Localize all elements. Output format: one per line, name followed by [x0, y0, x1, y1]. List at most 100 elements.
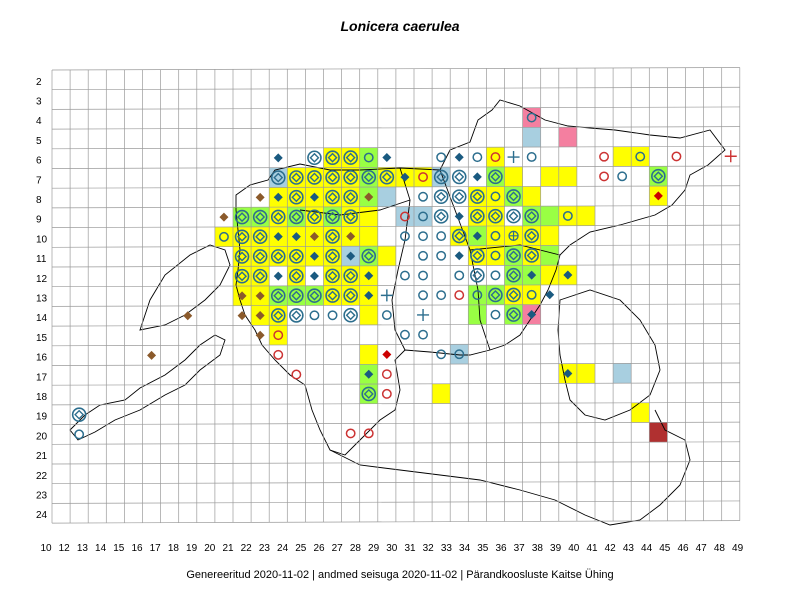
grid-cell-yellow — [414, 167, 433, 187]
grid-line-horizontal — [51, 362, 740, 366]
occurrence-inner-diamond — [436, 191, 447, 202]
occurrence-ring-marker — [506, 307, 521, 322]
occurrence-ring-marker — [343, 268, 358, 284]
occurrence-diamond-marker — [563, 369, 573, 379]
occurrence-circle-marker — [436, 250, 447, 261]
x-axis-label: 34 — [459, 543, 471, 554]
occurrence-ring-marker — [506, 267, 521, 283]
occurrence-ring-marker — [325, 268, 340, 284]
grid-cell-yellow — [486, 245, 505, 266]
grid-cell-lightblue — [522, 127, 541, 148]
x-axis-label: 48 — [714, 543, 726, 554]
grid-line-horizontal — [51, 126, 740, 130]
grid-cell-lightblue — [414, 206, 433, 227]
occurrence-inner-diamond — [237, 251, 248, 262]
y-axis-label: 8 — [36, 195, 42, 206]
occurrence-ring-marker — [524, 208, 539, 224]
x-axis-label: 26 — [313, 543, 325, 554]
occurrence-circle-marker — [454, 349, 465, 360]
x-axis-label: 44 — [641, 543, 653, 554]
grid-cell-yellow — [522, 186, 541, 207]
occurrence-diamond-marker — [273, 271, 283, 281]
occurrence-inner-diamond — [327, 270, 338, 281]
y-axis-label: 16 — [36, 353, 48, 364]
grid-line-horizontal — [51, 185, 740, 189]
occurrence-circle-marker — [436, 349, 447, 360]
occurrence-ring-marker — [325, 288, 340, 303]
occurrence-inner-diamond — [273, 251, 284, 262]
occurrence-inner-diamond — [237, 231, 248, 242]
occurrence-inner-diamond — [273, 290, 284, 301]
occurrence-ring-marker — [270, 170, 286, 185]
grid-cell-yellow — [359, 206, 378, 227]
x-axis-label: 40 — [568, 543, 580, 554]
grid-line-horizontal — [51, 67, 740, 71]
occurrence-inner-diamond — [345, 310, 356, 321]
occurrence-inner-diamond — [363, 172, 374, 183]
y-axis-label: 7 — [36, 175, 42, 186]
occurrence-ring-marker — [307, 150, 322, 166]
occurrence-circle-marker — [363, 428, 374, 439]
occurrence-inner-diamond — [327, 172, 338, 183]
y-axis-label: 3 — [36, 97, 42, 108]
occurrence-inner-diamond — [454, 231, 465, 242]
x-axis-label: 42 — [605, 543, 617, 554]
x-axis-label: 38 — [532, 543, 544, 554]
occurrence-ring-marker — [343, 307, 358, 323]
grid-cell-yellow — [558, 166, 577, 187]
y-axis-label: 5 — [36, 136, 42, 147]
occurrence-ring-marker — [307, 209, 322, 225]
occurrence-inner-diamond — [508, 211, 519, 222]
y-axis-label: 2 — [36, 77, 42, 88]
grid-cell-pink — [522, 107, 541, 128]
grid-cell-yellow — [269, 325, 288, 346]
grid-line-horizontal — [51, 500, 740, 504]
occurrence-circle-marker — [562, 210, 573, 221]
occurrence-inner-diamond — [454, 191, 465, 202]
occurrence-circle-marker — [617, 171, 628, 182]
occurrence-plus-marker — [380, 289, 393, 302]
occurrence-diamond-marker — [382, 152, 392, 162]
occurrence-ring-marker — [307, 170, 322, 185]
x-axis-label: 46 — [677, 543, 689, 554]
occurrence-circle-marker — [291, 369, 302, 380]
occurrence-ring-marker — [289, 209, 304, 225]
occurrence-circle-marker — [472, 152, 483, 163]
occurrence-diamond-marker — [255, 330, 265, 340]
occurrence-circle-marker — [400, 329, 410, 340]
occurrence-inner-diamond — [327, 211, 338, 222]
occurrence-diamond-marker — [309, 192, 319, 202]
occurrence-diamond-marker — [454, 211, 464, 221]
occurrence-ring-marker — [343, 288, 358, 303]
occurrence-inner-diamond — [255, 251, 266, 262]
y-axis-label: 12 — [36, 274, 48, 285]
occurrence-inner-diamond — [436, 211, 447, 222]
occurrence-diamond-marker — [563, 270, 573, 280]
occurrence-ring-marker — [506, 189, 521, 204]
occurrence-inner-diamond — [345, 172, 356, 183]
occurrence-circle-marker — [454, 290, 465, 301]
occurrence-diamond-marker — [382, 349, 392, 359]
occurrence-ring-marker — [451, 189, 467, 204]
occurrence-inner-diamond — [74, 409, 85, 420]
occurrence-diamond-marker — [309, 251, 319, 261]
occurrence-ring-marker — [451, 169, 467, 185]
occurrence-diamond-marker — [653, 191, 663, 201]
grid-cell-green — [540, 206, 559, 226]
occurrence-circle-marker — [454, 270, 465, 281]
occurrence-circle-marker — [418, 172, 428, 182]
occurrence-ring-marker — [325, 189, 340, 205]
occurrence-diamond-marker — [364, 192, 374, 202]
occurrence-ring-marker — [361, 169, 377, 185]
x-axis-label: 18 — [168, 543, 180, 554]
x-axis-label: 10 — [40, 543, 52, 554]
occurrence-circle-marker — [418, 231, 428, 242]
occurrence-plus-marker — [507, 151, 520, 164]
occurrence-inner-diamond — [273, 211, 284, 222]
occurrence-inner-diamond — [255, 231, 266, 242]
x-axis-label: 19 — [186, 543, 198, 554]
x-axis-label: 47 — [696, 543, 708, 554]
occurrence-diamond-marker — [219, 212, 229, 222]
grid-cell-green — [468, 285, 487, 305]
x-axis-label: 37 — [514, 543, 526, 554]
